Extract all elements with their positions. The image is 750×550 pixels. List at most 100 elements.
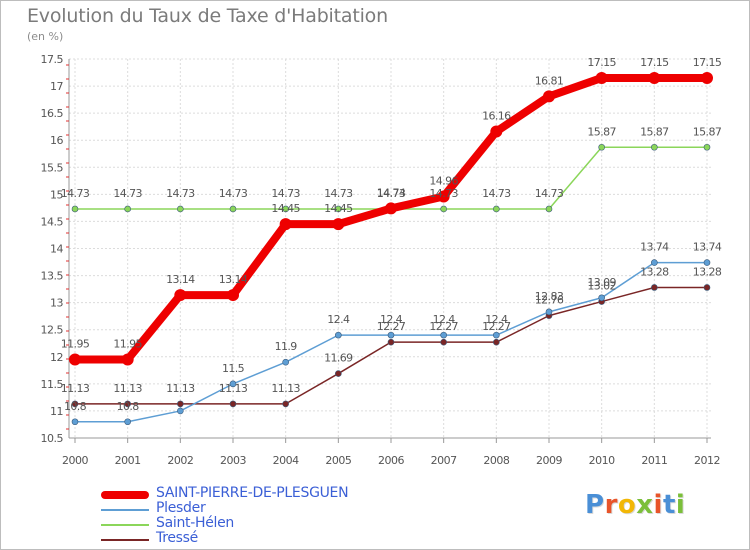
chart-title: Evolution du Taux de Taxe d'Habitation: [27, 5, 388, 27]
data-label: 14.73: [61, 187, 90, 200]
x-tick-label: 2003: [220, 454, 246, 467]
x-tick-label: 2001: [115, 454, 141, 467]
series-3-point: [493, 338, 500, 346]
data-label: 12.83: [535, 290, 564, 303]
data-label: 12.27: [377, 320, 406, 333]
y-tick-label: 10.5: [41, 432, 64, 445]
series-0-point: [543, 90, 555, 103]
series-1-point: [387, 331, 395, 339]
x-tick-label: 2011: [641, 454, 667, 467]
series-2-point: [335, 205, 342, 213]
x-tick-label: 2009: [536, 454, 562, 467]
data-label: 14.73: [377, 187, 406, 200]
legend-swatch: [101, 491, 149, 499]
series-3-point: [335, 370, 342, 377]
series-3-point: [387, 338, 395, 346]
data-label: 11.95: [61, 337, 90, 350]
data-label: 14.73: [535, 187, 564, 200]
data-label: 11.13: [219, 382, 248, 395]
series-1-point: [598, 294, 605, 302]
data-label: 13.14: [219, 273, 248, 286]
x-tick-label: 2002: [167, 454, 193, 467]
y-tick-label: 11.5: [41, 378, 64, 391]
logo-letter: i: [675, 490, 686, 520]
data-label: 14.73: [219, 187, 248, 200]
y-tick-label: 11: [50, 405, 63, 418]
series-0-point: [121, 353, 134, 366]
data-label: 14.73: [113, 187, 142, 200]
series-2-point: [598, 143, 605, 151]
logo-letter: o: [617, 490, 637, 520]
data-label: 14.45: [271, 202, 300, 215]
x-tick-label: 2012: [694, 454, 720, 467]
series-1-point: [282, 358, 289, 366]
legend-swatch: [101, 509, 149, 511]
series-0-point: [648, 71, 661, 84]
series-2-point: [651, 143, 658, 151]
logo-letter: P: [585, 490, 605, 520]
series-0-point: [490, 125, 503, 138]
data-label: 12.4: [380, 313, 403, 326]
data-label: 14.73: [166, 187, 195, 200]
series-1-point: [335, 331, 342, 339]
series-1-point: [545, 308, 553, 316]
series-2-point: [282, 205, 289, 213]
x-tick-label: 2004: [273, 454, 299, 467]
series-2-point: [493, 205, 500, 213]
y-tick-label: 15: [50, 188, 63, 201]
data-label: 14.73: [482, 187, 511, 200]
series-1-point: [229, 380, 237, 388]
x-tick-label: 2007: [431, 454, 457, 467]
data-label: 15.87: [640, 125, 669, 138]
series-0-point: [69, 353, 81, 366]
legend-label: Tressé: [156, 530, 198, 546]
y-tick-label: 13.5: [41, 270, 64, 283]
data-label: 12.27: [482, 320, 511, 333]
data-label: 12.4: [433, 313, 456, 326]
data-label: 14.45: [324, 202, 353, 215]
x-tick-label: 2006: [378, 454, 404, 467]
x-tick-label: 2000: [62, 454, 88, 467]
y-tick-label: 12.5: [41, 324, 64, 337]
series-1-point: [493, 331, 500, 339]
series-3-point: [703, 284, 711, 291]
data-label: 11.5: [222, 362, 245, 375]
data-label: 10.8: [64, 400, 87, 413]
x-tick-label: 2005: [325, 454, 351, 467]
data-label: 11.13: [113, 382, 142, 395]
series-2-point: [440, 205, 447, 213]
y-tick-label: 16.5: [41, 107, 64, 120]
data-label: 14.96: [429, 175, 458, 188]
series-0-point: [595, 71, 608, 84]
data-label: 17.15: [640, 56, 669, 69]
series-1-point: [703, 259, 711, 266]
data-label: 15.87: [693, 125, 722, 138]
data-label: 10.8: [117, 400, 140, 413]
series-2-point: [124, 205, 131, 213]
y-tick-label: 12: [50, 351, 63, 364]
y-tick-label: 13: [50, 297, 63, 310]
data-label: 17.15: [693, 56, 722, 69]
data-label: 13.09: [587, 276, 616, 289]
series-3-point: [124, 400, 131, 408]
data-label: 13.28: [693, 265, 722, 278]
proxiti-logo: Proxiti: [585, 490, 685, 520]
data-label: 13.74: [693, 241, 722, 254]
data-label: 12.76: [535, 294, 564, 307]
x-tick-label: 2008: [483, 454, 509, 467]
logo-letter: t: [662, 490, 676, 520]
series-0-point: [174, 289, 187, 302]
data-label: 14.73: [271, 187, 300, 200]
logo-letter: x: [636, 490, 654, 520]
legend-label: SAINT-PIERRE-DE-PLESGUEN: [156, 485, 349, 501]
series-0-point: [701, 71, 713, 84]
chart-subtitle: (en %): [27, 30, 64, 43]
series-0-point: [385, 202, 397, 215]
series-2-point: [545, 205, 553, 213]
data-label: 13.28: [640, 265, 669, 278]
series-3-point: [229, 400, 237, 408]
series-3-point: [177, 400, 184, 408]
series-3-point: [71, 400, 79, 408]
